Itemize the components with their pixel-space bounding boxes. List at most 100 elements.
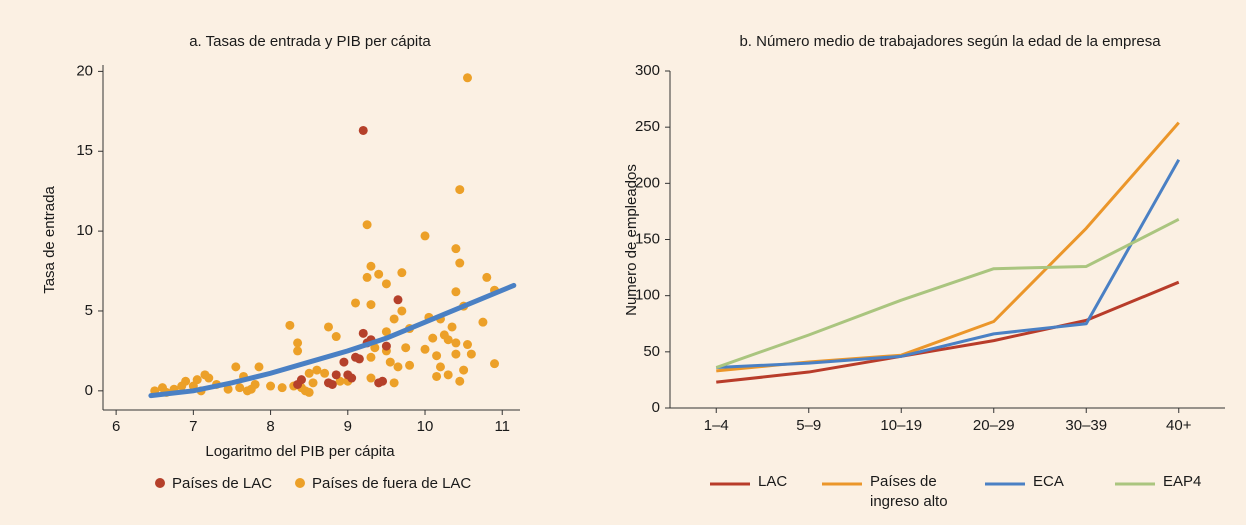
scatter-point	[293, 346, 303, 356]
scatter-point	[370, 343, 380, 353]
x-tick-label: 5–9	[796, 417, 821, 434]
scatter-point	[451, 338, 461, 348]
scatter-point	[277, 383, 287, 393]
scatter-point	[451, 244, 461, 254]
scatter-point	[420, 231, 430, 241]
x-tick-label: 7	[189, 418, 197, 435]
scatter-point	[354, 354, 364, 364]
scatter-point	[304, 368, 314, 378]
scatter-point	[401, 343, 411, 353]
y-tick-label: 5	[85, 302, 93, 319]
scatter-point	[231, 362, 241, 372]
scatter-point	[397, 306, 407, 316]
line-series	[716, 280, 1180, 384]
scatter-point	[366, 373, 376, 383]
scatter-point	[304, 387, 314, 397]
y-tick-label: 300	[635, 62, 660, 79]
y-axis-label: Numero de empleados	[623, 164, 640, 316]
line-series	[715, 217, 1180, 369]
scatter-point	[285, 320, 295, 330]
scatter-point	[432, 371, 442, 381]
x-tick-label: 40+	[1166, 417, 1192, 434]
scatter-point	[358, 125, 368, 135]
y-tick-label: 50	[643, 343, 660, 360]
scatter-point	[296, 375, 306, 385]
legend-item: LAC	[758, 473, 788, 490]
legend-item: EAP4	[1163, 473, 1202, 490]
x-tick-label: 8	[266, 418, 274, 435]
legend-label: Países de fuera de LAC	[312, 475, 471, 492]
legend-label: EAP4	[1163, 473, 1202, 490]
y-axis-label: Tasa de entrada	[41, 186, 58, 294]
scatter-point	[455, 185, 465, 195]
legend-item: Países de ingreso alto	[870, 473, 948, 510]
scatter-point	[397, 268, 407, 278]
y-tick-label: 0	[652, 399, 660, 416]
legend-label: Países de ingreso alto	[870, 473, 948, 510]
scatter-point	[235, 383, 245, 393]
scatter-point	[177, 381, 187, 391]
trend-line	[148, 282, 517, 399]
scatter-point	[331, 370, 341, 380]
legend-label: LAC	[758, 473, 788, 490]
scatter-point	[381, 327, 391, 337]
legend-label: Países de LAC	[172, 475, 272, 492]
scatter-point	[389, 314, 399, 324]
scatter-point	[312, 365, 322, 375]
scatter-point	[331, 332, 341, 342]
legend-marker	[295, 478, 305, 488]
y-tick-label: 250	[635, 118, 660, 135]
y-tick-label: 200	[635, 174, 660, 191]
scatter-point	[478, 317, 488, 327]
scatter-point	[223, 384, 233, 394]
scatter-point	[381, 341, 391, 351]
scatter-point	[293, 338, 303, 348]
x-tick-label: 11	[494, 418, 510, 435]
scatter-point	[455, 376, 465, 386]
scatter-point	[358, 328, 368, 338]
scatter-point	[320, 368, 330, 378]
scatter-point	[459, 365, 469, 375]
scatter-point	[435, 362, 445, 372]
x-tick-label: 30–39	[1065, 417, 1107, 434]
legend-label: ECA	[1033, 473, 1064, 490]
scatter-point	[455, 258, 465, 268]
scatter-point	[200, 370, 210, 380]
scatter-point	[366, 352, 376, 362]
scatter-point	[393, 362, 403, 372]
scatter-point	[462, 73, 472, 83]
scatter-point	[266, 381, 276, 391]
scatter-point	[428, 333, 438, 343]
chart-title: a. Tasas de entrada y PIB per cápita	[189, 33, 431, 50]
scatter-point	[347, 373, 357, 383]
x-tick-label: 9	[344, 418, 352, 435]
x-tick-label: 6	[112, 418, 120, 435]
x-tick-label: 10–19	[880, 417, 922, 434]
y-tick-label: 15	[76, 142, 93, 159]
scatter-point	[366, 300, 376, 310]
y-tick-label: 100	[635, 287, 660, 304]
legend-marker	[155, 478, 165, 488]
scatter-point	[443, 335, 453, 345]
scatter-point	[374, 269, 384, 279]
scatter-point	[381, 279, 391, 289]
scatter-point	[482, 272, 492, 282]
scatter-point	[490, 359, 500, 369]
scatter-point	[242, 386, 252, 396]
y-tick-label: 150	[635, 230, 660, 247]
scatter-point	[432, 351, 442, 361]
scatter-point	[327, 379, 337, 389]
scatter-point	[385, 357, 395, 367]
chart-title: b. Número medio de trabajadores según la…	[739, 33, 1161, 50]
scatter-point	[405, 360, 415, 370]
scatter-point	[393, 295, 403, 305]
scatter-point	[378, 376, 388, 386]
scatter-point	[308, 378, 318, 388]
y-tick-label: 10	[76, 222, 93, 239]
x-tick-label: 20–29	[973, 417, 1015, 434]
scatter-point	[462, 340, 472, 350]
scatter-point	[366, 261, 376, 271]
scatter-point	[443, 370, 453, 380]
